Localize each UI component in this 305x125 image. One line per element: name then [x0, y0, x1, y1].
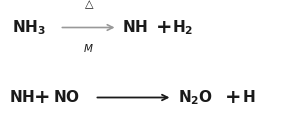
Text: $\mathbf{H}$: $\mathbf{H}$ — [242, 90, 256, 106]
Text: $\mathbf{N_2O}$: $\mathbf{N_2O}$ — [178, 88, 213, 107]
Text: $\mathbf{NH}$: $\mathbf{NH}$ — [9, 90, 35, 106]
Text: $\mathbf{H_2}$: $\mathbf{H_2}$ — [172, 18, 194, 37]
Text: $\mathbf{+}$: $\mathbf{+}$ — [33, 88, 49, 107]
Text: $\mathbf{+}$: $\mathbf{+}$ — [155, 18, 171, 37]
Text: $\mathbf{NO}$: $\mathbf{NO}$ — [53, 90, 81, 106]
Text: $\mathbf{+}$: $\mathbf{+}$ — [224, 88, 240, 107]
Text: $\triangle$: $\triangle$ — [82, 0, 95, 11]
Text: $\mathbf{NH}$: $\mathbf{NH}$ — [122, 20, 148, 36]
Text: $\mathbf{NH_3}$: $\mathbf{NH_3}$ — [12, 18, 46, 37]
Text: M: M — [84, 44, 93, 54]
